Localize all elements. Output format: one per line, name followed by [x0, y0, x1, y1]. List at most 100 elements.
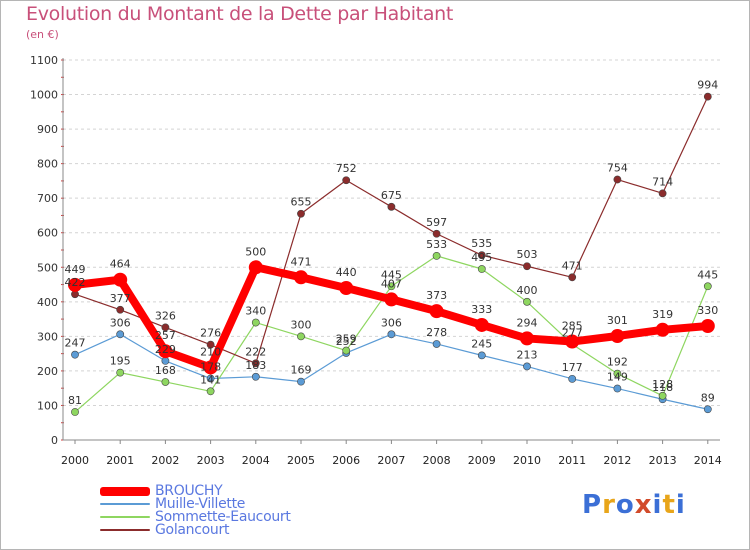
- data-point: [384, 292, 399, 307]
- data-point: [610, 329, 625, 344]
- data-label: 752: [336, 162, 357, 175]
- data-label: 675: [381, 189, 402, 202]
- data-label: 445: [697, 268, 718, 281]
- y-tick-label: 100: [37, 399, 58, 412]
- data-label: 183: [245, 359, 266, 372]
- data-label: 319: [652, 308, 673, 321]
- data-label: 81: [68, 394, 82, 407]
- legend-swatch: [100, 503, 150, 505]
- data-point: [116, 330, 125, 339]
- data-point: [161, 323, 170, 332]
- logo-letter: P: [582, 490, 603, 520]
- data-label: 306: [110, 316, 131, 329]
- data-point: [206, 374, 215, 383]
- x-tick-label: 2014: [694, 454, 722, 467]
- x-tick-label: 2004: [242, 454, 270, 467]
- data-point: [71, 350, 79, 359]
- series-golancourt: [71, 92, 712, 368]
- data-label: 285: [562, 320, 583, 333]
- data-label: 445: [381, 268, 402, 281]
- data-point: [297, 209, 305, 218]
- data-label: 754: [607, 162, 628, 175]
- data-point: [613, 384, 622, 393]
- x-tick-label: 2008: [423, 454, 451, 467]
- data-label: 169: [291, 364, 312, 377]
- data-point: [658, 391, 667, 400]
- data-point: [71, 408, 79, 416]
- legend-label: Muille-Villette: [155, 496, 246, 512]
- x-tick-label: 2001: [106, 454, 134, 467]
- data-point: [477, 351, 486, 360]
- data-point: [565, 334, 580, 349]
- data-point: [206, 387, 215, 396]
- data-point: [203, 360, 218, 375]
- y-tick-label: 900: [37, 123, 58, 136]
- x-tick-label: 2006: [332, 454, 360, 467]
- proxiti-logo: Proxiti: [582, 490, 686, 520]
- data-label: 333: [471, 303, 492, 316]
- data-label: 222: [245, 345, 266, 358]
- data-point: [248, 260, 263, 275]
- data-label: 422: [65, 276, 86, 289]
- series-brouchy: [68, 260, 715, 375]
- data-label: 168: [155, 364, 176, 377]
- data-label: 533: [426, 238, 447, 251]
- data-point: [613, 175, 622, 184]
- y-tick-label: 400: [37, 296, 58, 309]
- data-point: [297, 377, 305, 386]
- data-point: [477, 265, 486, 273]
- data-label: 340: [245, 305, 266, 318]
- data-point: [700, 319, 715, 333]
- y-tick-label: 800: [37, 158, 58, 171]
- y-tick-label: 1000: [30, 89, 58, 102]
- data-point: [432, 251, 441, 260]
- chart-subtitle: (en €): [26, 28, 59, 41]
- x-tick-label: 2013: [649, 454, 677, 467]
- x-tick-label: 2011: [558, 454, 586, 467]
- y-tick-label: 0: [51, 434, 58, 447]
- data-label: 471: [291, 255, 312, 268]
- y-tick-label: 200: [37, 365, 58, 378]
- y-tick-label: 500: [37, 261, 58, 274]
- data-label: 195: [110, 355, 131, 368]
- data-label: 178: [200, 361, 221, 374]
- data-label: 714: [652, 175, 673, 188]
- data-point: [658, 189, 667, 198]
- data-point: [703, 92, 712, 101]
- data-point: [342, 346, 351, 355]
- data-label: 192: [607, 356, 628, 369]
- data-labels: 247 306 229 178 183 169 252 306 278 245 213 177 149 1…: [65, 79, 719, 407]
- data-point: [568, 273, 577, 282]
- data-point: [568, 374, 577, 383]
- data-label: 278: [426, 326, 447, 339]
- data-label: 449: [65, 263, 86, 276]
- logo-letter: i: [675, 490, 686, 520]
- data-label: 535: [471, 237, 492, 250]
- data-label: 994: [697, 79, 718, 92]
- legend-swatch: [100, 529, 150, 531]
- data-label: 277: [562, 326, 583, 339]
- data-point: [387, 282, 396, 291]
- logo-letter: t: [662, 490, 676, 520]
- legend-label: Sommette-Eaucourt: [155, 509, 291, 525]
- data-label: 500: [245, 245, 266, 258]
- x-tick-label: 2012: [603, 454, 631, 467]
- data-point: [116, 368, 125, 377]
- data-point: [68, 277, 82, 292]
- data-point: [387, 202, 396, 211]
- data-point: [523, 297, 531, 306]
- x-tick-label: 2010: [513, 454, 541, 467]
- data-point: [474, 317, 489, 332]
- data-point: [613, 369, 622, 378]
- y-tick-label: 600: [37, 227, 58, 240]
- data-point: [113, 272, 128, 287]
- data-label: 495: [471, 251, 492, 264]
- x-tick-label: 2000: [61, 454, 89, 467]
- data-point: [432, 340, 441, 348]
- data-label: 245: [471, 337, 492, 350]
- data-label: 229: [155, 343, 176, 356]
- data-label: 655: [291, 196, 312, 209]
- logo-letter: i: [652, 490, 663, 520]
- data-label: 294: [517, 316, 538, 329]
